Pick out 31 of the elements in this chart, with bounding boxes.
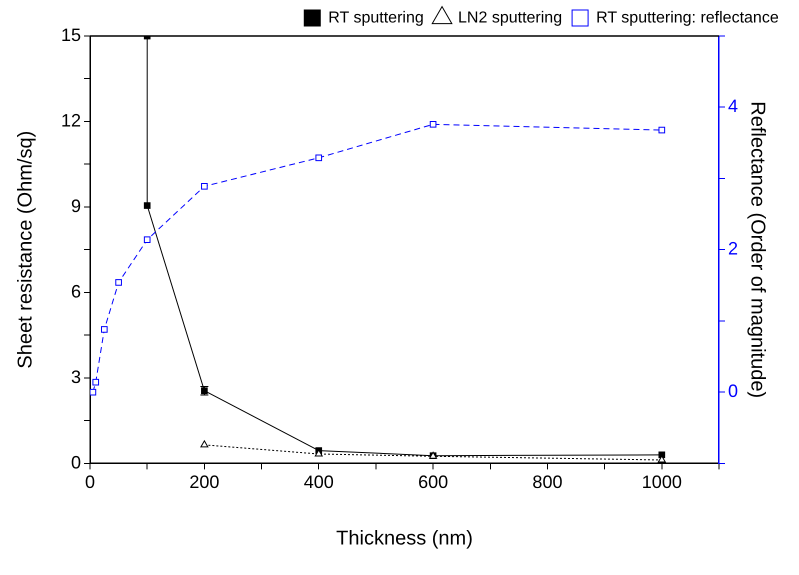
point [201, 182, 208, 190]
y2-tick-label: 0 [728, 381, 738, 402]
point [430, 121, 436, 128]
x-tick-label: 800 [532, 472, 562, 492]
point [144, 236, 151, 244]
y-tick-label: 9 [71, 196, 82, 216]
x-tick-label: 600 [418, 472, 448, 492]
y2-axis-title: Reflectance (Order of magnitude) [746, 101, 768, 398]
point [115, 279, 122, 286]
point [315, 154, 322, 162]
y-tick-label: 12 [60, 110, 82, 130]
legend-label: LN2 sputtering [458, 9, 562, 26]
x-tick-label: 200 [189, 472, 220, 492]
y-tick-label: 15 [60, 24, 82, 45]
point [100, 326, 108, 333]
legend-label: RT sputtering: reflectance [596, 9, 779, 26]
point [144, 202, 151, 209]
legend-label: RT sputtering [328, 9, 424, 26]
x-axis-title: Thickness (nm) [336, 528, 473, 550]
y2-tick-label: 4 [728, 96, 738, 116]
x-tick-label: 400 [304, 472, 334, 492]
x-tick-label: 0 [85, 472, 96, 492]
y-axis-title: Sheet resistance (Ohm/sq) [14, 130, 37, 369]
x-tick-label: 1000 [642, 472, 682, 492]
point [92, 378, 100, 386]
point [658, 126, 666, 134]
y-tick-label: 0 [71, 452, 82, 472]
y-tick-label: 6 [71, 281, 82, 302]
y-tick-label: 3 [71, 366, 82, 387]
y2-tick-label: 2 [728, 238, 738, 259]
point [200, 440, 208, 448]
